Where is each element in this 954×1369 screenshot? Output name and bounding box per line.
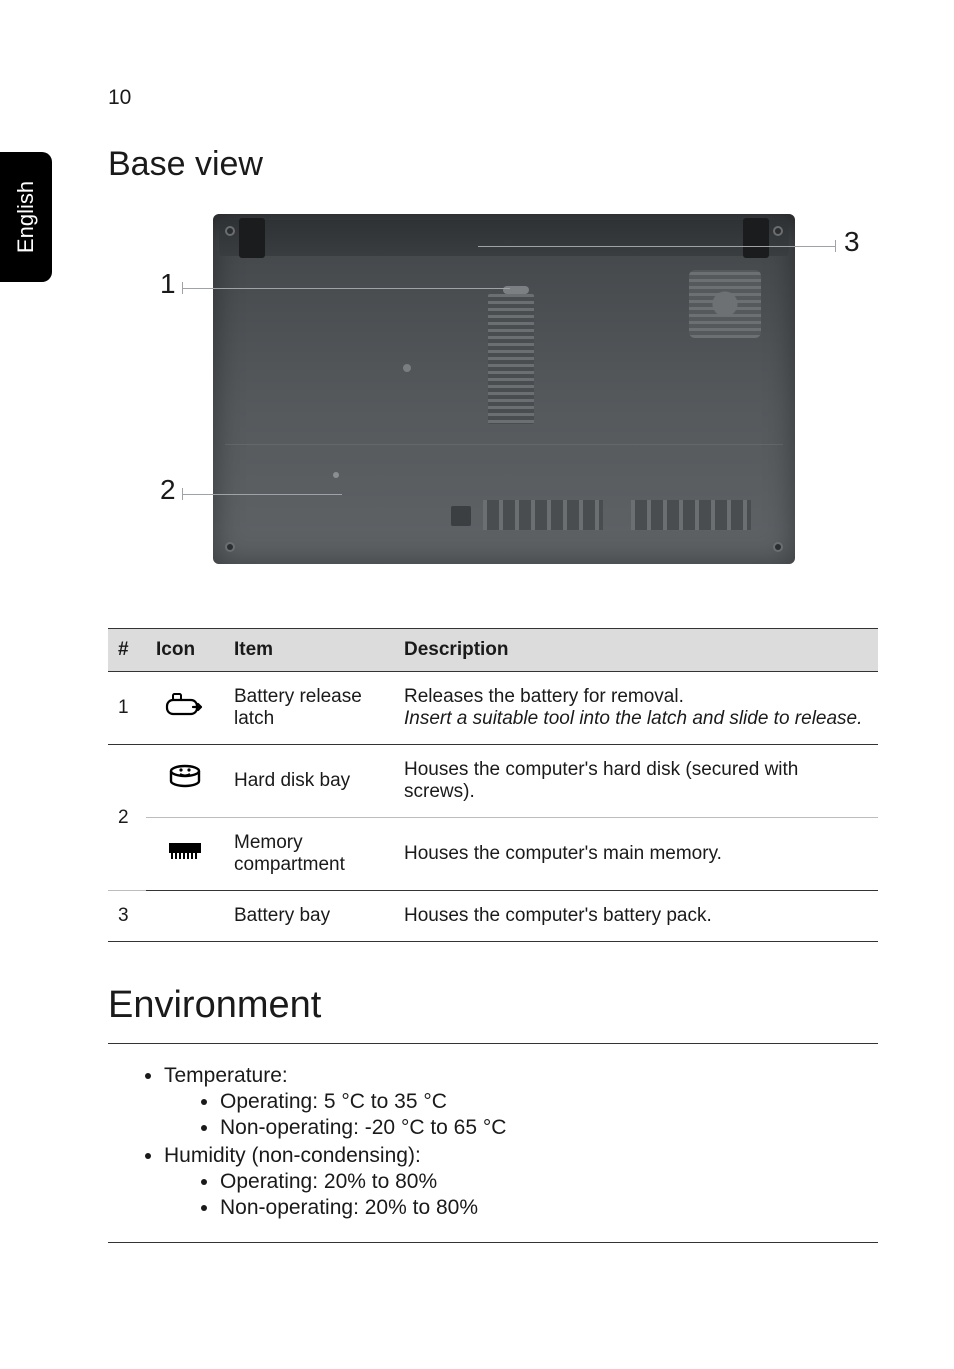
- environment-list: Temperature: Operating: 5 °C to 35 °C No…: [108, 1064, 878, 1220]
- temperature-sublist: Operating: 5 °C to 35 °C Non-operating: …: [164, 1090, 878, 1140]
- list-item: Humidity (non-condensing): Operating: 20…: [164, 1144, 878, 1220]
- table-cell-item: Memory compartment: [224, 818, 394, 891]
- hinge-right: [743, 218, 769, 258]
- screw: [775, 228, 781, 234]
- table-cell-desc: Houses the computer's battery pack.: [394, 891, 878, 942]
- list-item: Non-operating: 20% to 80%: [220, 1196, 878, 1220]
- battery-bay-region: [219, 220, 789, 256]
- table-cell-desc: Houses the computer's hard disk (secured…: [394, 745, 878, 818]
- table-cell-icon: [146, 818, 224, 891]
- speaker-vent-right: [631, 500, 751, 530]
- page-number: 10: [108, 86, 131, 110]
- table-cell-item: Hard disk bay: [224, 745, 394, 818]
- callout-line-3-tick: [835, 240, 836, 252]
- environment-specs: Temperature: Operating: 5 °C to 35 °C No…: [108, 1043, 878, 1243]
- table-cell-item: Battery bay: [224, 891, 394, 942]
- fan-vent: [689, 270, 761, 338]
- table-row: 3 Battery bay Houses the computer's batt…: [108, 891, 878, 942]
- screw: [775, 544, 781, 550]
- callout-line-1-tick: [182, 282, 183, 294]
- table-header-item: Item: [224, 629, 394, 672]
- list-item: Operating: 5 °C to 35 °C: [220, 1090, 878, 1114]
- callout-number-1: 1: [160, 268, 176, 300]
- desc-line: Releases the battery for removal.: [404, 686, 684, 707]
- table-header-desc: Description: [394, 629, 878, 672]
- screw: [227, 544, 233, 550]
- laptop-base-illustration: [213, 214, 795, 564]
- language-tab: English: [0, 152, 52, 282]
- humidity-sublist: Operating: 20% to 80% Non-operating: 20%…: [164, 1170, 878, 1220]
- list-item: Non-operating: -20 °C to 65 °C: [220, 1116, 878, 1140]
- table-header-row: # Icon Item Description: [108, 629, 878, 672]
- center-vent: [488, 294, 534, 424]
- list-item: Temperature: Operating: 5 °C to 35 °C No…: [164, 1064, 878, 1140]
- memory-icon: [163, 834, 207, 868]
- language-tab-label: English: [13, 181, 39, 253]
- table-cell-icon: [146, 672, 224, 745]
- table-cell-desc: Releases the battery for removal. Insert…: [394, 672, 878, 745]
- components-table: # Icon Item Description 1 Battery releas…: [108, 628, 878, 942]
- table-row: 1 Battery release latch Releases the bat…: [108, 672, 878, 745]
- section-heading-environment: Environment: [108, 984, 878, 1027]
- table-cell-item: Battery release latch: [224, 672, 394, 745]
- callout-line-1: [182, 288, 510, 289]
- table-cell-num: 1: [108, 672, 146, 745]
- callout-line-2-tick: [182, 488, 183, 500]
- table-cell-icon: [146, 891, 224, 942]
- hinge-left: [239, 218, 265, 258]
- battery-release-icon: [163, 688, 207, 722]
- bottom-panel: [225, 444, 783, 552]
- callout-line-3: [478, 246, 836, 247]
- callout-number-3: 3: [844, 226, 860, 258]
- table-cell-num: 2: [108, 745, 146, 891]
- table-header-num: #: [108, 629, 146, 672]
- table-row: Memory compartment Houses the computer's…: [108, 818, 878, 891]
- page-content: Base view 1 2 3: [108, 145, 878, 1243]
- temperature-label: Temperature:: [164, 1064, 288, 1087]
- humidity-label: Humidity (non-condensing):: [164, 1144, 421, 1167]
- hard-disk-icon: [163, 761, 207, 795]
- table-cell-desc: Houses the computer's main memory.: [394, 818, 878, 891]
- screw: [227, 228, 233, 234]
- callout-number-2: 2: [160, 474, 176, 506]
- list-item: Operating: 20% to 80%: [220, 1170, 878, 1194]
- table-cell-icon: [146, 745, 224, 818]
- small-vent: [451, 506, 471, 526]
- section-heading-base-view: Base view: [108, 145, 878, 184]
- table-cell-num: 3: [108, 891, 146, 942]
- table-header-icon: Icon: [146, 629, 224, 672]
- table-row: 2 Hard disk bay Houses the computer's ha…: [108, 745, 878, 818]
- desc-line-italic: Insert a suitable tool into the latch an…: [404, 708, 862, 729]
- callout-line-2: [182, 494, 342, 495]
- speaker-vent-left: [483, 500, 603, 530]
- hdd-mem-bay-marker: [333, 472, 339, 478]
- rubber-foot: [403, 364, 411, 372]
- base-view-diagram: 1 2 3: [108, 206, 878, 576]
